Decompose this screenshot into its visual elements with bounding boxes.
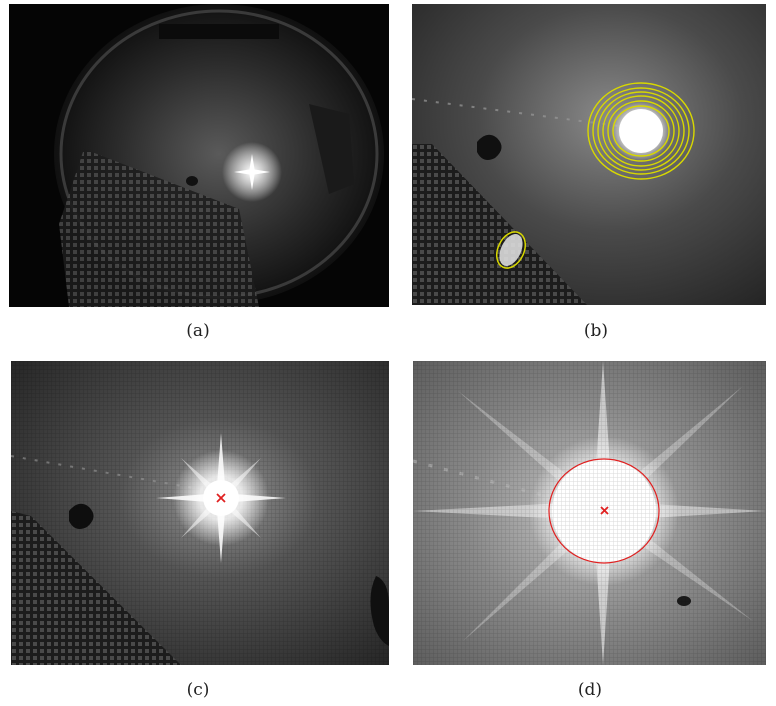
panel-c-caption: (c)	[186, 680, 210, 700]
panel-b-caption: (b)	[583, 321, 609, 341]
detection-ellipse-rings	[587, 82, 695, 180]
panel-b-image	[412, 4, 766, 305]
panel-c-image	[11, 361, 389, 665]
estimated-region-circle	[548, 458, 660, 564]
panel-d-caption: (d)	[577, 680, 603, 700]
panel-d-image	[413, 361, 766, 665]
panel-a-caption: (a)	[186, 321, 210, 341]
detection-ellipse-small	[495, 231, 527, 269]
panel-a-image	[9, 4, 389, 307]
panel-b	[412, 4, 766, 305]
center-marker-x	[600, 506, 609, 515]
center-marker-x	[216, 493, 226, 503]
panel-d	[413, 361, 766, 665]
panel-c	[11, 361, 389, 665]
panel-a	[9, 4, 389, 307]
